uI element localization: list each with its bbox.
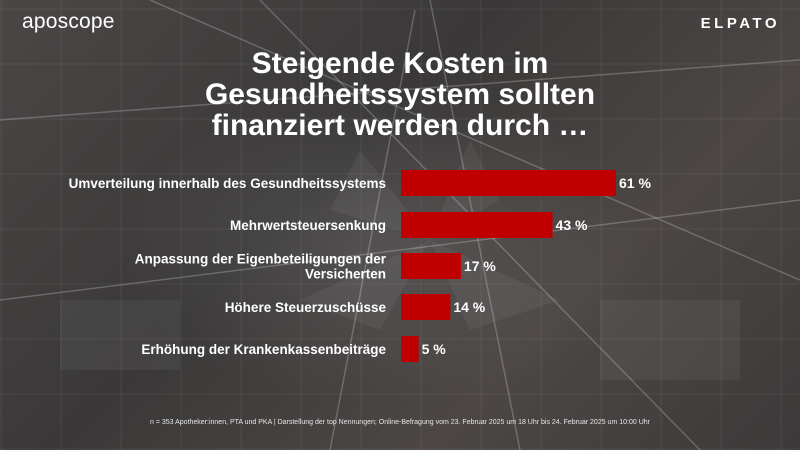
bar-2 <box>401 212 553 238</box>
category-label-5: Erhöhung der Krankenkassenbeiträge <box>141 342 386 357</box>
chart-title-line-1: Steigende Kosten im <box>251 47 549 80</box>
chart-title: Steigende Kosten im Gesundheitssystem so… <box>150 48 650 141</box>
aposcope-logo: aposcope <box>22 10 115 33</box>
chart-title-line-2: Gesundheitssystem sollten <box>204 78 596 111</box>
bar-5 <box>401 336 419 362</box>
footnote: n = 353 Apotheker:innen, PTA und PKA | D… <box>150 419 650 426</box>
bar-1 <box>401 170 616 196</box>
chart-title-line-3: finanziert werden durch … <box>211 109 589 142</box>
category-label-4: Höhere Steuerzuschüsse <box>225 300 387 315</box>
value-label-1: 61 % <box>619 175 651 191</box>
value-label-5: 5 % <box>422 341 447 357</box>
bar-3 <box>401 253 461 279</box>
category-label-3: Anpassung der Eigenbeteiligungen der Vers… <box>135 252 387 282</box>
category-label-2: Mehrwertsteuersenkung <box>230 218 386 233</box>
category-label-1: Umverteilung innerhalb des Gesundheitssy… <box>69 176 386 191</box>
value-label-2: 43 % <box>556 217 588 233</box>
value-label-4: 14 % <box>453 299 485 315</box>
elpato-logo: ELPATO <box>700 15 780 32</box>
value-label-3: 17 % <box>464 258 496 274</box>
bar-4 <box>401 294 451 320</box>
